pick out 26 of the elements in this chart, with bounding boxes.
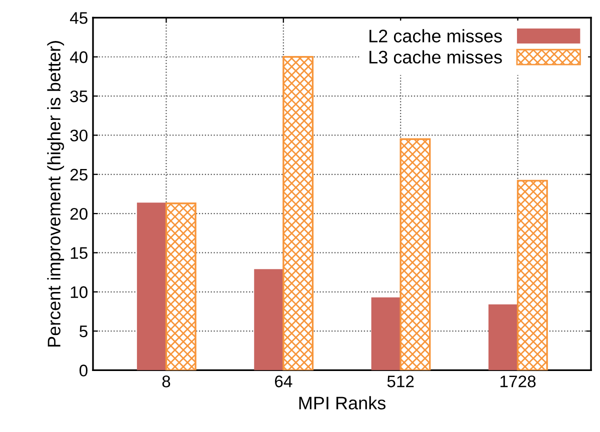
y-tick-label: 35 (70, 90, 88, 102)
y-tick-label: 5 (80, 326, 88, 338)
x-axis-title: MPI Ranks (299, 396, 386, 410)
bar (488, 304, 518, 370)
bar (371, 297, 401, 370)
x-tick-label: 8 (162, 376, 170, 388)
y-tick-label: 20 (70, 208, 88, 220)
bar (400, 138, 431, 370)
legend-label: L2 cache misses (370, 29, 502, 42)
bar (136, 202, 166, 370)
legend-label: L3 cache misses (370, 50, 502, 64)
y-tick-label: 15 (70, 247, 88, 259)
x-tick-label: 512 (387, 376, 414, 388)
y-tick-label: 10 (70, 286, 88, 298)
y-tick-label: 25 (70, 168, 88, 181)
bar (254, 269, 284, 370)
bar (516, 180, 548, 370)
y-tick-label: 30 (70, 130, 88, 142)
x-tick-label: 1728 (500, 376, 536, 388)
bar (282, 56, 314, 370)
x-tick-label: 64 (274, 376, 292, 388)
y-tick-label: 45 (70, 12, 88, 24)
y-axis-title: Percent improvement (higher is better) (47, 41, 64, 347)
y-tick-label: 40 (70, 51, 88, 64)
bar (165, 202, 196, 370)
y-tick-label: 0 (80, 364, 88, 376)
